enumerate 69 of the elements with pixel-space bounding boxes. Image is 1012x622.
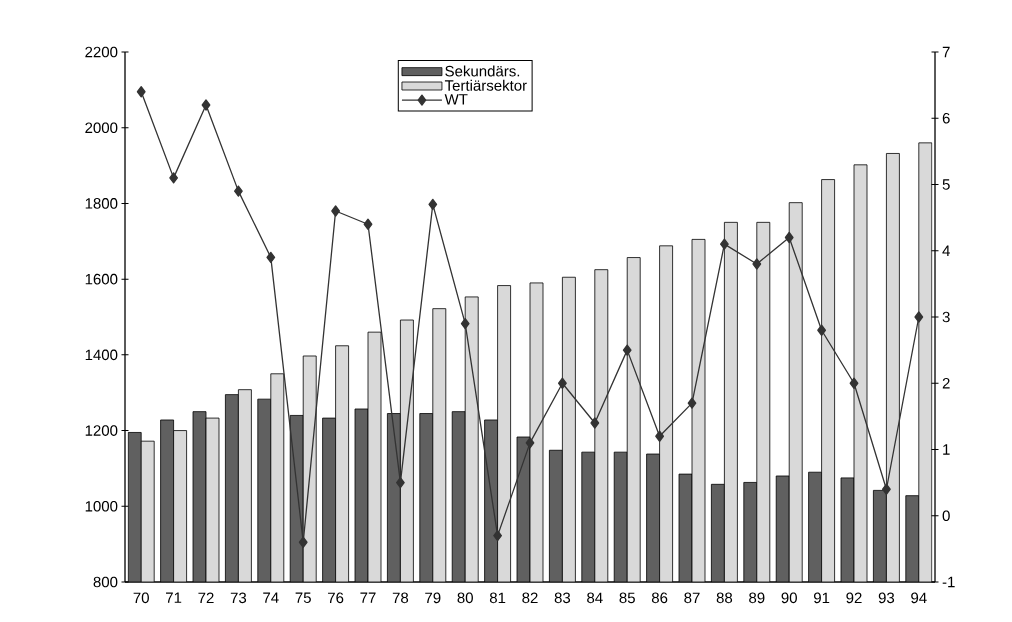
x-tick-label: 75 [295, 592, 311, 603]
point [882, 483, 891, 495]
x-tick-label: 74 [263, 592, 279, 603]
x-tick-label: 81 [489, 592, 506, 604]
point [493, 529, 503, 542]
x-tick-label: 73 [230, 592, 247, 604]
point [525, 437, 535, 449]
point [136, 86, 146, 98]
point [201, 99, 211, 111]
point [914, 311, 924, 323]
x-tick-label: 82 [522, 592, 538, 604]
y-tick-label: 1800 [85, 198, 118, 209]
x-tick-label: 88 [716, 592, 733, 604]
y2-tick-label: 1 [943, 444, 950, 455]
legend-label: Tertiärsektor [444, 79, 527, 91]
point [558, 377, 567, 389]
point [849, 377, 859, 389]
y2-tick-label: 6 [942, 112, 950, 124]
x-tick-label: 79 [425, 592, 441, 604]
point [720, 238, 729, 250]
x-tick-label: 71 [166, 592, 182, 603]
legend-label: WT [444, 94, 468, 105]
x-tick-label: 84 [587, 592, 603, 604]
point [298, 536, 308, 548]
x-tick-label: 93 [878, 592, 895, 604]
y-tick-label: 1200 [85, 425, 118, 436]
point [460, 317, 470, 330]
x-tick-label: 85 [619, 592, 635, 604]
y-tick-label: 1000 [85, 500, 118, 512]
x-tick-label: 78 [392, 592, 409, 604]
point [687, 397, 697, 409]
y-tick-label: 2000 [85, 122, 118, 134]
legend-label: Sekundärs. [445, 65, 520, 77]
x-tick-label: 89 [749, 592, 765, 604]
point [590, 417, 600, 429]
x-tick-label: 94 [911, 592, 927, 604]
y-tick-label: 1600 [85, 273, 118, 285]
y2-tick-label: -1 [942, 576, 955, 588]
y2-tick-label: 4 [942, 245, 950, 256]
x-tick-label: 72 [198, 592, 214, 604]
point [817, 324, 827, 336]
x-tick-label: 92 [846, 592, 862, 604]
y-tick-label: 1400 [85, 349, 118, 361]
point [752, 258, 762, 270]
point [622, 344, 632, 356]
point [169, 172, 179, 184]
y2-tick-label: 3 [942, 311, 950, 323]
point [363, 218, 373, 230]
x-tick-label: 87 [684, 592, 700, 604]
x-tick-label: 70 [133, 592, 149, 604]
y2-tick-label: 2 [942, 378, 950, 389]
x-tick-label: 86 [651, 592, 668, 604]
x-tick-label: 91 [813, 592, 830, 604]
y2-tick-label: 0 [942, 510, 950, 522]
x-tick-label: 80 [457, 592, 473, 604]
x-tick-label: 77 [360, 592, 376, 603]
y-tick-label: 800 [93, 576, 118, 588]
x-tick-label: 76 [328, 592, 344, 604]
point [428, 198, 438, 211]
point [784, 231, 794, 244]
point [655, 430, 665, 442]
point [266, 251, 276, 264]
y-tick-label: 2200 [85, 46, 118, 58]
y2-tick-label: 7 [942, 46, 950, 58]
x-tick-label: 90 [781, 592, 797, 604]
point [331, 205, 340, 217]
y2-tick-label: 5 [942, 179, 950, 190]
point [234, 185, 243, 197]
x-tick-label: 83 [554, 592, 571, 604]
